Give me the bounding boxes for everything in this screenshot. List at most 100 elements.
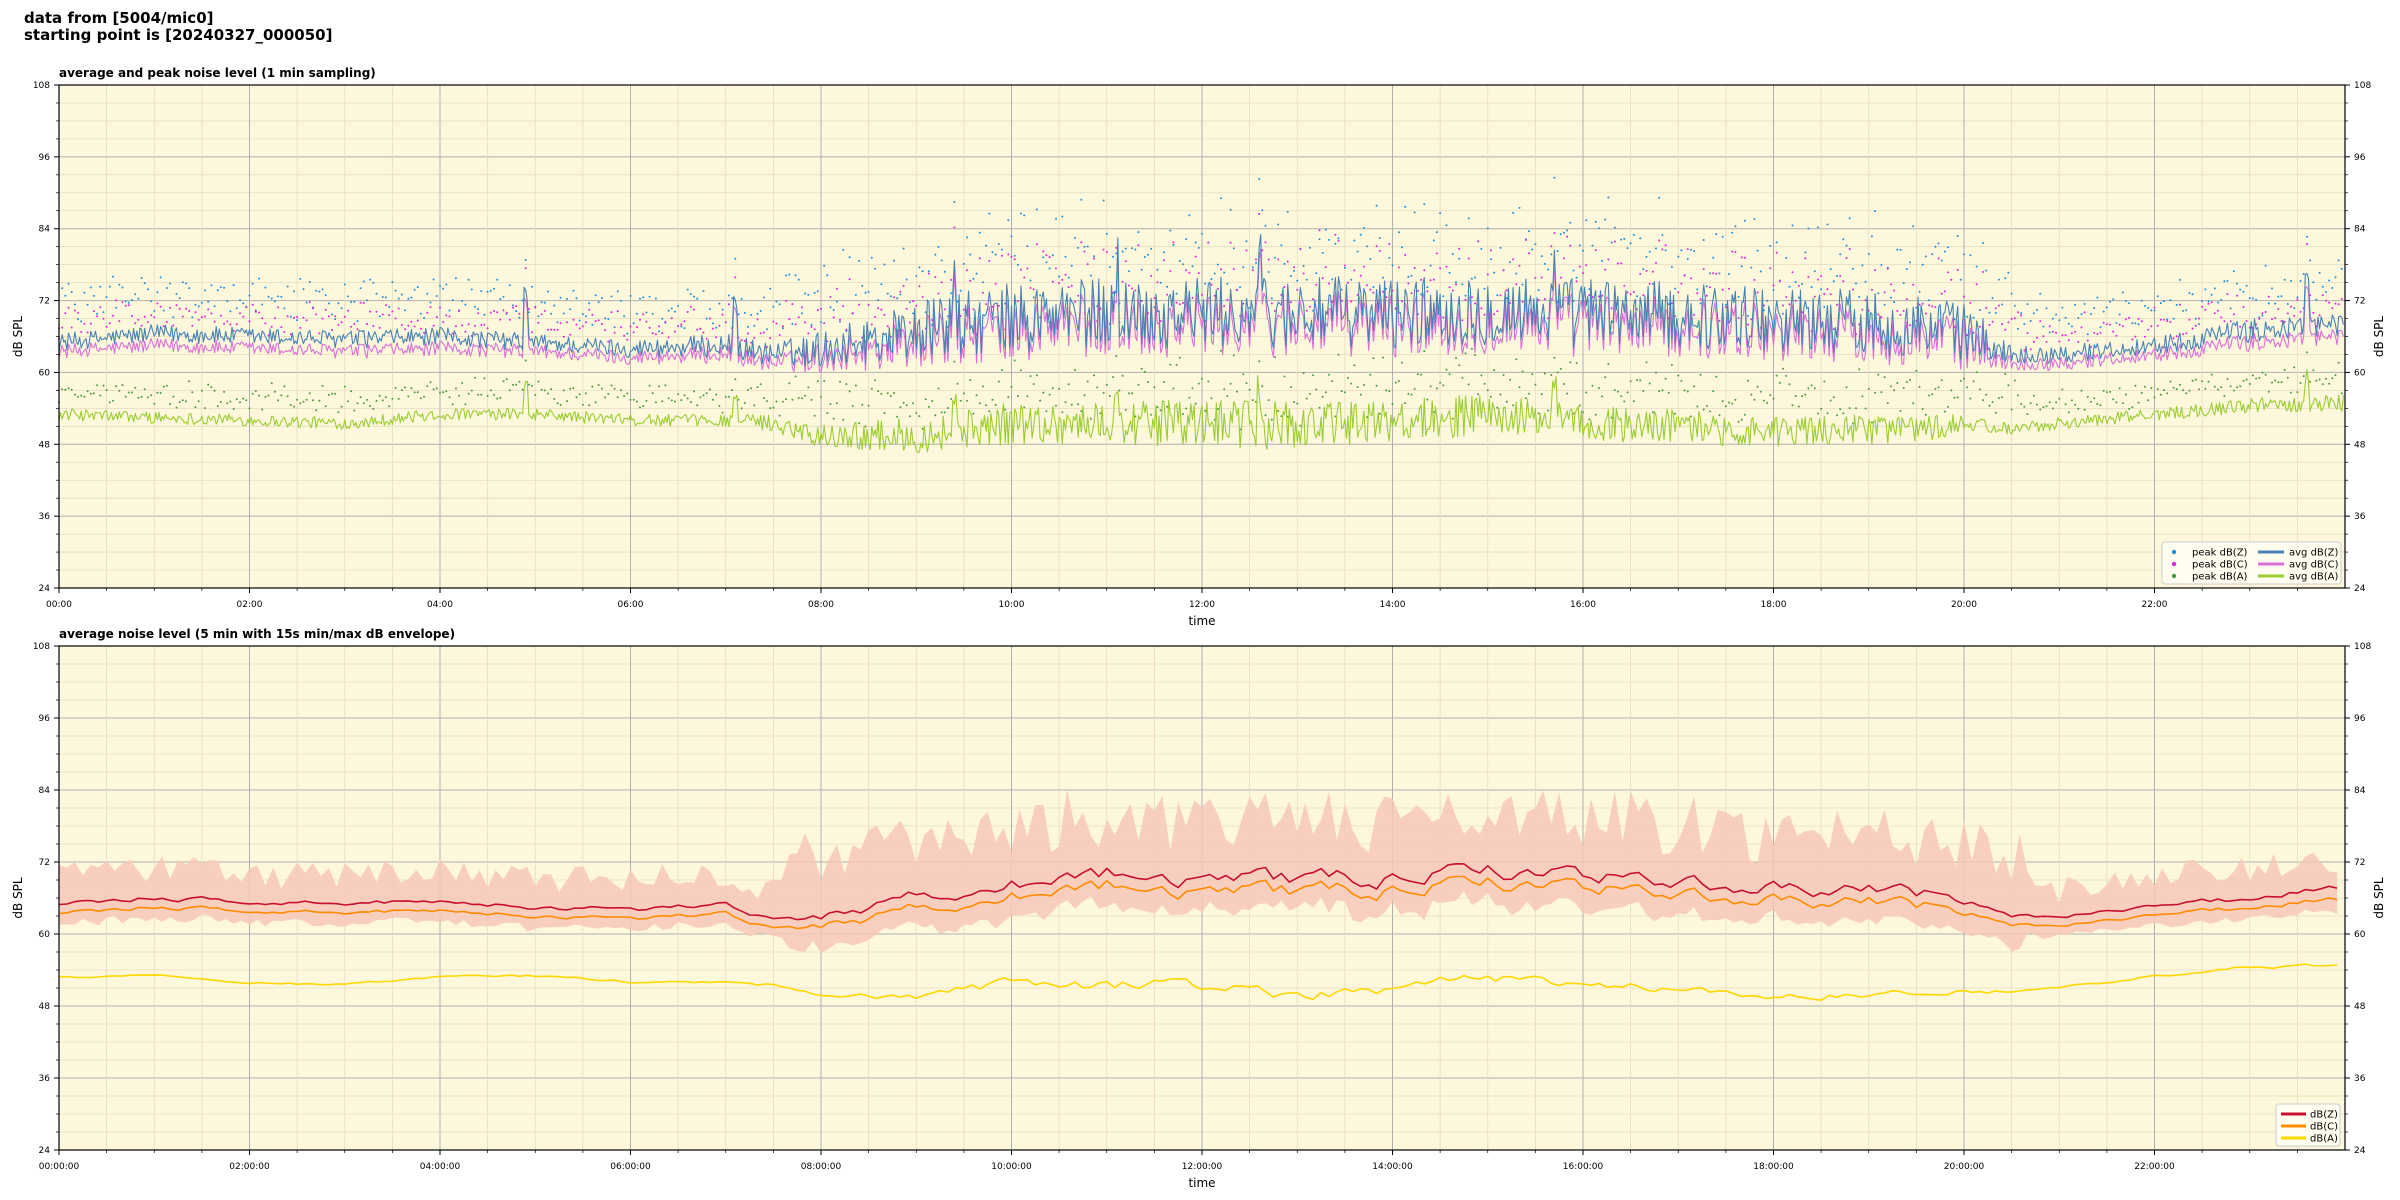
legend-label: peak dB(Z) (2192, 548, 2248, 559)
peak-dot (1058, 282, 1061, 284)
x-tick-label: 10:00:00 (991, 1162, 1032, 1172)
peak-dot (242, 302, 245, 305)
peak-dot (962, 308, 965, 311)
peak-dot (1829, 293, 1832, 296)
peak-dot (423, 395, 426, 398)
peak-dot (1521, 283, 1524, 286)
peak-dot (1588, 418, 1591, 421)
peak-dot (2090, 400, 2092, 403)
peak-dot (448, 396, 451, 399)
peak-dot (486, 327, 489, 330)
series-line-dbz (58, 863, 2338, 921)
peak-dot (797, 278, 800, 281)
peak-dot (1124, 408, 1127, 411)
peak-dot (1147, 253, 1149, 256)
peak-dot (2105, 391, 2108, 394)
peak-dot (477, 308, 480, 311)
peak-dot (442, 391, 445, 394)
peak-dot (1353, 269, 1356, 272)
peak-dot (575, 323, 578, 326)
peak-dot (1721, 400, 1724, 403)
peak-dot (708, 317, 711, 320)
peak-dot (1350, 278, 1353, 281)
peak-dot (1896, 309, 1899, 312)
peak-dot (1343, 266, 1346, 269)
peak-dot (153, 402, 156, 405)
peak-dot (1318, 238, 1321, 241)
peak-dot (721, 411, 724, 414)
peak-dot (1388, 243, 1391, 245)
peak-dot (156, 302, 159, 305)
peak-dot (1362, 226, 1365, 229)
peak-dot (2264, 264, 2267, 267)
peak-dot (251, 282, 254, 285)
peak-dot (1620, 395, 1623, 398)
legend-label: peak dB(C) (2192, 560, 2248, 571)
peak-dot (1870, 288, 1873, 291)
peak-dot (1709, 410, 1711, 413)
peak-dot (1696, 292, 1699, 295)
peak-dot (131, 391, 133, 394)
peak-dot (1785, 256, 1788, 259)
chart-average-peak-title: average and peak noise level (1 min samp… (59, 66, 376, 80)
peak-dot (747, 388, 749, 391)
peak-dot (404, 386, 407, 389)
peak-dot (2312, 311, 2315, 314)
peak-dot (1763, 399, 1765, 402)
peak-dot (150, 394, 153, 397)
peak-dot (1569, 244, 1572, 247)
peak-dot (1521, 300, 1524, 303)
peak-dot (985, 244, 988, 247)
peak-dot (143, 315, 146, 318)
peak-dot (121, 286, 124, 289)
peak-dot (845, 328, 848, 331)
peak-dot (1162, 251, 1165, 254)
peak-dot (1956, 396, 1959, 399)
peak-dot (858, 422, 861, 425)
peak-dot (1547, 268, 1550, 271)
peak-dot (1737, 316, 1740, 319)
peak-dot (407, 395, 410, 398)
peak-dots-peakdbz (58, 176, 2343, 336)
peak-dot (1772, 397, 1775, 400)
peak-dot (1432, 239, 1435, 242)
peak-dot (778, 414, 781, 417)
peak-dot (1153, 297, 1156, 299)
peak-dot (340, 321, 343, 324)
peak-dot (261, 408, 264, 411)
peak-dot (921, 295, 924, 298)
peak-dot (2331, 287, 2334, 289)
peak-dot (1121, 280, 1124, 283)
peak-dot (324, 308, 327, 311)
peak-dot (677, 305, 680, 307)
peak-dot (2169, 320, 2172, 323)
y-tick-label-right: 72 (2354, 297, 2365, 307)
peak-dot (483, 377, 486, 380)
peak-dot (378, 315, 381, 318)
peak-dot (454, 325, 457, 328)
peak-dot (962, 262, 965, 265)
peak-dot (89, 392, 92, 395)
peak-dot (531, 285, 534, 288)
peak-dot (1480, 374, 1483, 377)
peak-dot (1410, 274, 1413, 277)
legend-marker (2171, 561, 2177, 567)
peak-dot (2118, 313, 2121, 316)
peak-dot (861, 403, 864, 406)
peak-dot (2163, 300, 2165, 303)
chart-average-peak-xlabel: time (1188, 614, 1215, 628)
peak-dot (1629, 293, 1632, 296)
peak-dot (1432, 278, 1435, 281)
peak-dot (1442, 295, 1445, 298)
peak-dot (750, 314, 753, 316)
peak-dot (483, 323, 486, 326)
peak-dot (731, 389, 734, 392)
peak-dot (667, 336, 670, 339)
peak-dot (80, 394, 83, 397)
peak-dot (854, 340, 857, 343)
peak-dot (334, 315, 337, 318)
peak-dot (1280, 415, 1283, 418)
peak-dot (1270, 302, 1273, 305)
peak-dot (629, 325, 632, 328)
peak-dot (1893, 289, 1896, 292)
